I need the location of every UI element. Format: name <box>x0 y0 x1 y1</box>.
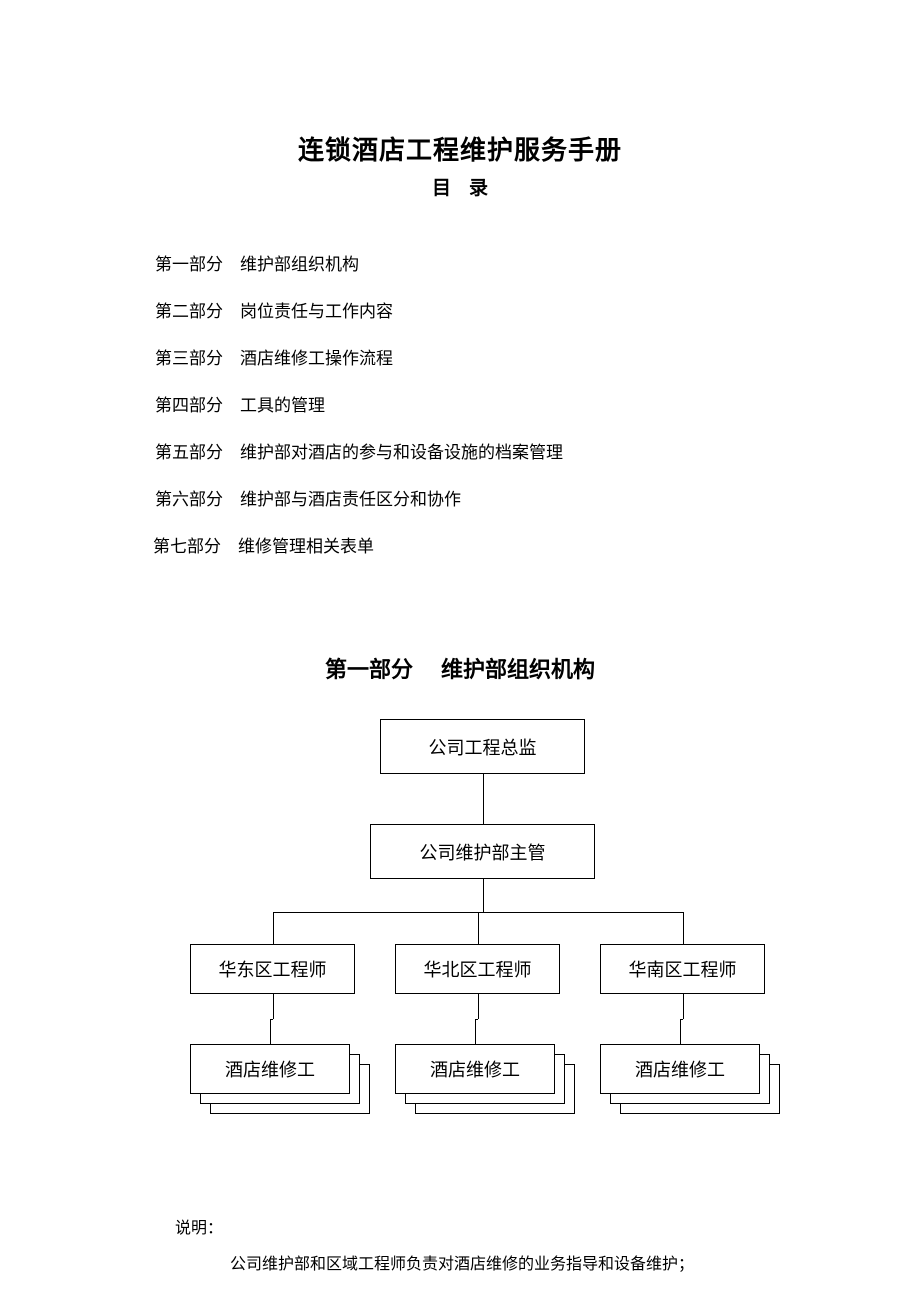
table-of-contents: 第一部分 维护部组织机构 第二部分 岗位责任与工作内容 第三部分 酒店维修工操作… <box>155 250 920 557</box>
org-node-mid: 公司维护部主管 <box>370 824 595 879</box>
toc-label: 维修管理相关表单 <box>238 532 374 557</box>
toc-part: 第一部分 <box>155 250 240 275</box>
toc-row: 第一部分 维护部组织机构 <box>155 250 920 275</box>
footer-text: 公司维护部和区域工程师负责对酒店维修的业务指导和设备维护； <box>230 1250 920 1274</box>
toc-part: 第七部分 <box>153 532 238 557</box>
org-node-worker_south: 酒店维修工 <box>600 1044 760 1094</box>
footer-note: 说明： 公司维护部和区域工程师负责对酒店维修的业务指导和设备维护； <box>175 1214 920 1274</box>
section-name: 维护部组织机构 <box>441 657 595 682</box>
footer-label: 说明： <box>175 1214 920 1238</box>
toc-row: 第二部分 岗位责任与工作内容 <box>155 297 920 322</box>
org-node-eng_south: 华南区工程师 <box>600 944 765 994</box>
toc-row: 第五部分 维护部对酒店的参与和设备设施的档案管理 <box>155 438 920 463</box>
section-heading: 第一部分 维护部组织机构 <box>0 652 920 684</box>
toc-label: 维护部对酒店的参与和设备设施的档案管理 <box>240 438 563 463</box>
document-title: 连锁酒店工程维护服务手册 <box>0 130 920 167</box>
section-part: 第一部分 <box>325 657 413 682</box>
toc-label: 维护部与酒店责任区分和协作 <box>240 485 461 510</box>
toc-label: 酒店维修工操作流程 <box>240 344 393 369</box>
org-node-eng_east: 华东区工程师 <box>190 944 355 994</box>
toc-row: 第六部分 维护部与酒店责任区分和协作 <box>155 485 920 510</box>
org-chart: 公司工程总监公司维护部主管华东区工程师华北区工程师华南区工程师酒店维修工酒店维修… <box>0 719 920 1139</box>
toc-part: 第四部分 <box>155 391 240 416</box>
toc-part: 第六部分 <box>155 485 240 510</box>
toc-label: 工具的管理 <box>240 391 325 416</box>
toc-row: 第三部分 酒店维修工操作流程 <box>155 344 920 369</box>
toc-part: 第五部分 <box>155 438 240 463</box>
document-subtitle: 目录 <box>0 173 920 200</box>
org-node-worker_north: 酒店维修工 <box>395 1044 555 1094</box>
toc-label: 维护部组织机构 <box>240 250 359 275</box>
toc-part: 第二部分 <box>155 297 240 322</box>
toc-row: 第七部分 维修管理相关表单 <box>153 532 920 557</box>
toc-part: 第三部分 <box>155 344 240 369</box>
toc-row: 第四部分 工具的管理 <box>155 391 920 416</box>
org-node-eng_north: 华北区工程师 <box>395 944 560 994</box>
org-node-worker_east: 酒店维修工 <box>190 1044 350 1094</box>
org-node-top: 公司工程总监 <box>380 719 585 774</box>
toc-label: 岗位责任与工作内容 <box>240 297 393 322</box>
